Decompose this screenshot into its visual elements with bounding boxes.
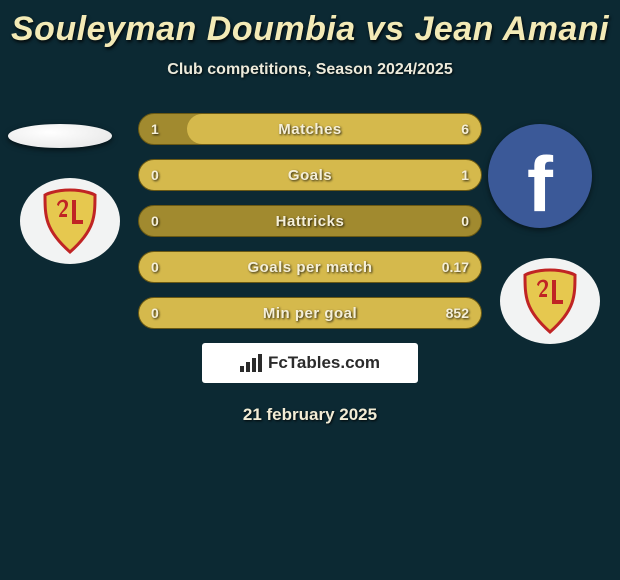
shield-icon xyxy=(521,268,579,334)
player1-avatar xyxy=(8,124,112,148)
crest-circle xyxy=(500,258,600,344)
stat-row: 00.17Goals per match xyxy=(138,251,482,283)
stat-overlay: Hattricks xyxy=(139,206,481,236)
vs-separator: vs xyxy=(366,10,405,48)
stat-label: Matches xyxy=(278,121,342,138)
stat-row: 01Goals xyxy=(138,159,482,191)
subtitle: Club competitions, Season 2024/2025 xyxy=(0,61,620,79)
stat-overlay: Min per goal xyxy=(139,298,481,328)
shield-icon xyxy=(41,188,99,254)
crest-circle xyxy=(20,178,120,264)
facebook-f-glyph: f xyxy=(527,139,553,230)
stats-area: 16Matches 01Goals 00Hattricks 00.17Goals pe… xyxy=(138,113,482,329)
player2-club-crest xyxy=(500,258,600,344)
stat-overlay: Goals xyxy=(139,160,481,190)
stat-overlay: Matches xyxy=(139,114,481,144)
branding-text: FcTables.com xyxy=(268,353,380,373)
stat-row: 00Hattricks xyxy=(138,205,482,237)
date-label: 21 february 2025 xyxy=(0,405,620,425)
player1-club-crest xyxy=(20,178,120,264)
comparison-card: Souleyman Doumbia vs Jean Amani Club com… xyxy=(0,0,620,580)
stat-label: Min per goal xyxy=(263,305,357,322)
comparison-title: Souleyman Doumbia vs Jean Amani xyxy=(0,0,620,49)
branding-badge[interactable]: FcTables.com xyxy=(202,343,418,383)
stat-label: Hattricks xyxy=(276,213,345,230)
stat-label: Goals per match xyxy=(247,259,372,276)
player2-name: Jean Amani xyxy=(414,10,609,48)
chart-icon xyxy=(240,354,262,372)
stat-row: 0852Min per goal xyxy=(138,297,482,329)
stat-overlay: Goals per match xyxy=(139,252,481,282)
stat-row: 16Matches xyxy=(138,113,482,145)
stat-label: Goals xyxy=(288,167,332,184)
player1-name: Souleyman Doumbia xyxy=(11,10,356,48)
facebook-icon[interactable]: f xyxy=(488,124,592,228)
